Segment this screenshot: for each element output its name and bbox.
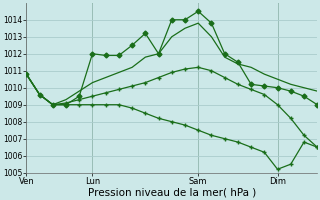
X-axis label: Pression niveau de la mer( hPa ): Pression niveau de la mer( hPa ) — [88, 187, 256, 197]
